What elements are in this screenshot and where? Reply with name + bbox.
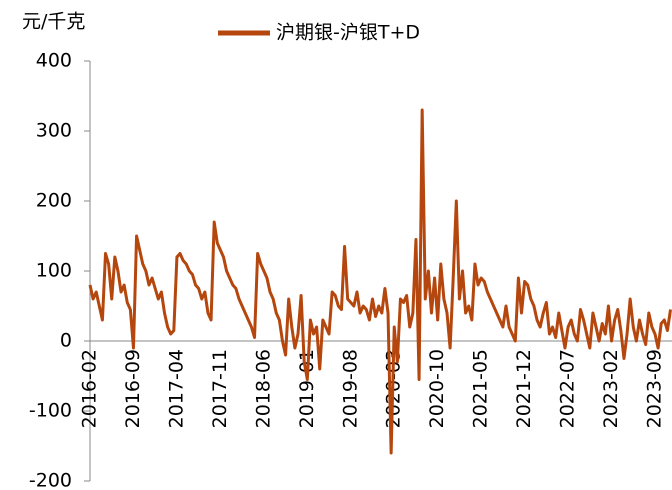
x-tick-label: 2016-02 — [79, 349, 101, 428]
x-tick-label: 2017-11 — [209, 349, 231, 428]
y-tick-label: 100 — [36, 260, 72, 282]
x-tick-label: 2022-07 — [557, 349, 579, 428]
y-tick-label: -100 — [29, 400, 72, 422]
y-tick-label: 0 — [60, 330, 72, 352]
x-tick-label: 2021-12 — [513, 349, 535, 428]
y-unit-label: 元/千克 — [22, 11, 85, 33]
x-tick-label: 2016-09 — [122, 349, 144, 428]
legend-label: 沪期银-沪银T+D — [276, 22, 420, 44]
x-tick-label: 2018-06 — [252, 349, 274, 428]
y-tick-label: 200 — [36, 190, 72, 212]
y-tick-label: 400 — [36, 50, 72, 72]
x-tick-label: 2021-05 — [470, 349, 492, 428]
x-tick-label: 2017-04 — [165, 349, 187, 428]
x-tick-label: 2020-10 — [426, 349, 448, 428]
x-tick-label: 2023-09 — [644, 349, 666, 428]
x-tick-label: 2019-01 — [296, 349, 318, 428]
x-tick-label: 2019-08 — [339, 349, 361, 428]
x-tick-label: 2023-02 — [600, 349, 622, 428]
y-tick-label: 300 — [36, 120, 72, 142]
y-tick-label: -200 — [29, 470, 72, 490]
data-line — [88, 108, 672, 455]
